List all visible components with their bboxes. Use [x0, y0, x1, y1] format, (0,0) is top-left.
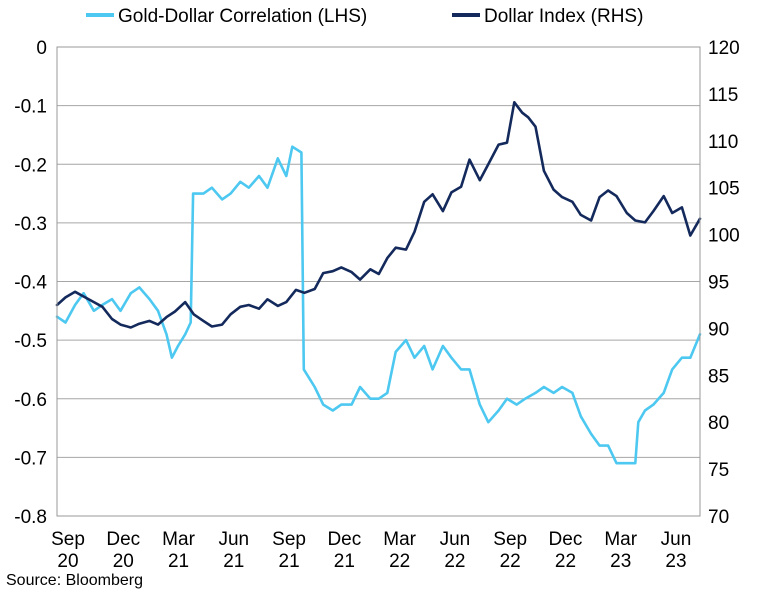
x-tick-year: 22: [444, 551, 465, 570]
x-tick-month: Sep: [493, 529, 527, 550]
right-tick-label: 85: [708, 366, 729, 387]
x-tick-month: Dec: [549, 529, 583, 550]
left-tick-label: -0.1: [14, 97, 47, 118]
series-line-dollar-index: [55, 101, 702, 329]
left-tick-label: -0.7: [14, 448, 47, 469]
x-axis-tick-labels: Sep20Dec20Mar21Jun21Sep21Dec21Mar22Jun22…: [51, 529, 691, 570]
left-tick-label: -0.6: [14, 390, 47, 411]
right-tick-label: 95: [708, 273, 729, 294]
x-tick-year: 22: [500, 551, 521, 570]
x-tick-year: 21: [223, 551, 244, 570]
left-tick-label: -0.3: [14, 214, 47, 235]
x-tick-month: Mar: [604, 529, 637, 550]
right-tick-label: 120: [708, 38, 740, 59]
x-tick-year: 22: [389, 551, 410, 570]
right-tick-label: 70: [708, 507, 729, 528]
x-tick-month: Dec: [106, 529, 140, 550]
x-tick-month: Jun: [218, 529, 249, 550]
x-tick-year: 23: [665, 551, 686, 570]
x-tick-year: 20: [113, 551, 134, 570]
x-tick-year: 22: [555, 551, 576, 570]
right-axis-tick-labels: 120 115 110 105 100 95 90 85 80 75 70: [708, 38, 740, 528]
plot-frame: [56, 46, 701, 517]
right-tick-label: 80: [708, 413, 729, 434]
x-tick-year: 23: [610, 551, 631, 570]
left-tick-label: -0.2: [14, 155, 47, 176]
x-tick-month: Sep: [51, 529, 85, 550]
x-tick-month: Jun: [661, 529, 692, 550]
right-tick-label: 115: [708, 85, 738, 106]
legend-label: Dollar Index (RHS): [484, 6, 643, 27]
x-tick-month: Mar: [383, 529, 416, 550]
right-tick-label: 100: [708, 226, 740, 247]
left-tick-label: 0: [36, 38, 47, 59]
left-tick-label: -0.5: [14, 331, 47, 352]
x-tick-year: 20: [57, 551, 78, 570]
x-tick-year: 21: [279, 551, 300, 570]
right-tick-label: 90: [708, 319, 729, 340]
x-tick-month: Jun: [440, 529, 471, 550]
legend-label: Gold-Dollar Correlation (LHS): [118, 6, 367, 27]
x-tick-month: Sep: [272, 529, 306, 550]
right-tick-label: 105: [708, 179, 740, 200]
legend: Gold-Dollar Correlation (LHS) Dollar Inde…: [86, 6, 643, 27]
left-axis-tick-labels: 0 -0.1 -0.2 -0.3 -0.4 -0.5 -0.6 -0.7 -0.8: [14, 38, 47, 528]
right-tick-label: 75: [708, 460, 729, 481]
x-tick-month: Mar: [162, 529, 195, 550]
chart: Gold-Dollar Correlation (LHS) Dollar Inde…: [14, 6, 740, 570]
series-line-gold-dollar-correlation: [55, 145, 702, 465]
left-tick-label: -0.4: [14, 273, 47, 294]
right-tick-label: 110: [708, 132, 738, 153]
x-tick-year: 21: [168, 551, 189, 570]
source-note: Source: Bloomberg: [6, 572, 143, 589]
x-tick-month: Dec: [327, 529, 361, 550]
series-lines: [55, 101, 702, 465]
left-tick-label: -0.8: [14, 507, 47, 528]
x-tick-year: 21: [334, 551, 355, 570]
